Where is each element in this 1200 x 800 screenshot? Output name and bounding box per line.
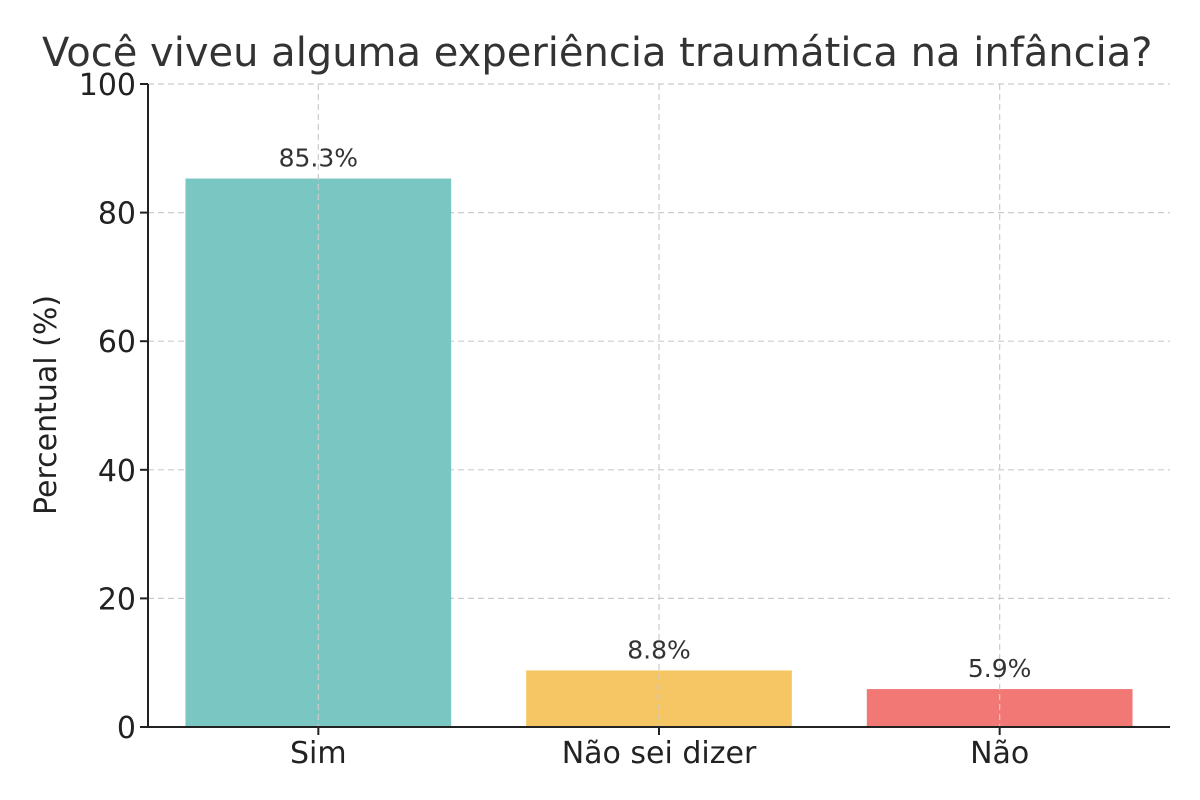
data-label-2: 8.8% — [627, 635, 691, 664]
data-labels-layer: 85.3% 8.8% 5.9% — [279, 84, 1032, 727]
y-tick-label: 100 — [79, 68, 136, 103]
data-label-1: 85.3% — [279, 144, 358, 173]
x-tick-label-2: Não sei dizer — [562, 736, 757, 771]
x-tick-label-3: Não — [970, 736, 1029, 771]
ticks-layer: 0 20 40 60 80 100 Sim Não sei dizer Não — [79, 68, 1030, 771]
x-tick-label-1: Sim — [290, 736, 347, 771]
data-label-3: 5.9% — [968, 654, 1032, 683]
chart-title: Você viveu alguma experiência traumática… — [42, 30, 1153, 76]
y-axis-title: Percentual (%) — [29, 295, 64, 515]
y-tick-label: 40 — [98, 454, 136, 489]
y-tick-label: 0 — [117, 711, 136, 746]
y-tick-label: 20 — [98, 582, 136, 617]
y-tick-label: 60 — [98, 325, 136, 360]
y-tick-label: 80 — [98, 197, 136, 232]
